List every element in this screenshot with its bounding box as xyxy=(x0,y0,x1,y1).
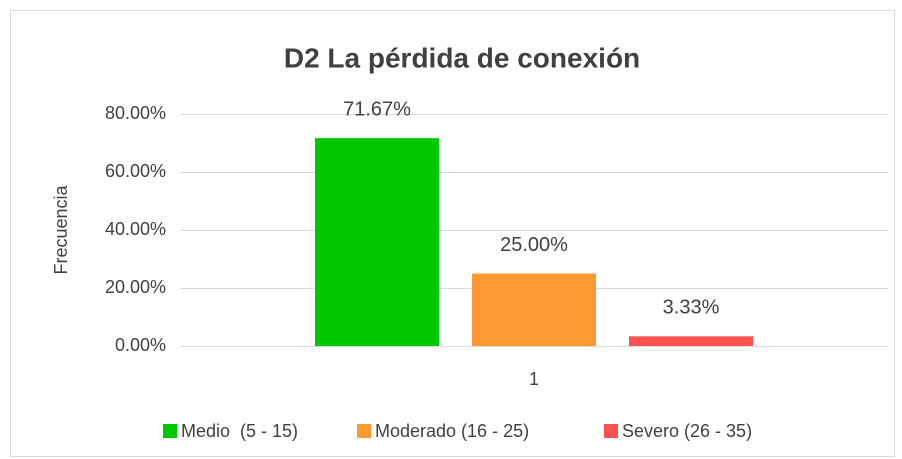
y-tick-label: 0.00% xyxy=(115,335,166,355)
y-axis-label: Frecuencia xyxy=(51,184,71,274)
value-label: 3.33% xyxy=(663,297,720,319)
legend-label: Moderado (16 - 25) xyxy=(375,421,529,441)
legend-swatch xyxy=(357,424,371,438)
legend-label: Severo (26 - 35) xyxy=(622,421,752,441)
y-tick-label: 80.00% xyxy=(105,103,166,123)
bar xyxy=(472,273,596,346)
value-label: 71.67% xyxy=(343,98,411,120)
y-tick-label: 60.00% xyxy=(105,161,166,181)
y-tick-label: 20.00% xyxy=(105,277,166,297)
value-label: 25.00% xyxy=(500,234,568,256)
legend-swatch xyxy=(604,424,618,438)
x-tick-label: 1 xyxy=(529,369,539,389)
y-tick-label: 40.00% xyxy=(105,219,166,239)
chart-border xyxy=(10,10,895,457)
chart-title: D2 La pérdida de conexión xyxy=(284,42,640,73)
bar xyxy=(629,336,753,346)
bar xyxy=(315,138,439,346)
legend-label: Medio (5 - 15) xyxy=(181,421,298,441)
legend-swatch xyxy=(163,424,177,438)
